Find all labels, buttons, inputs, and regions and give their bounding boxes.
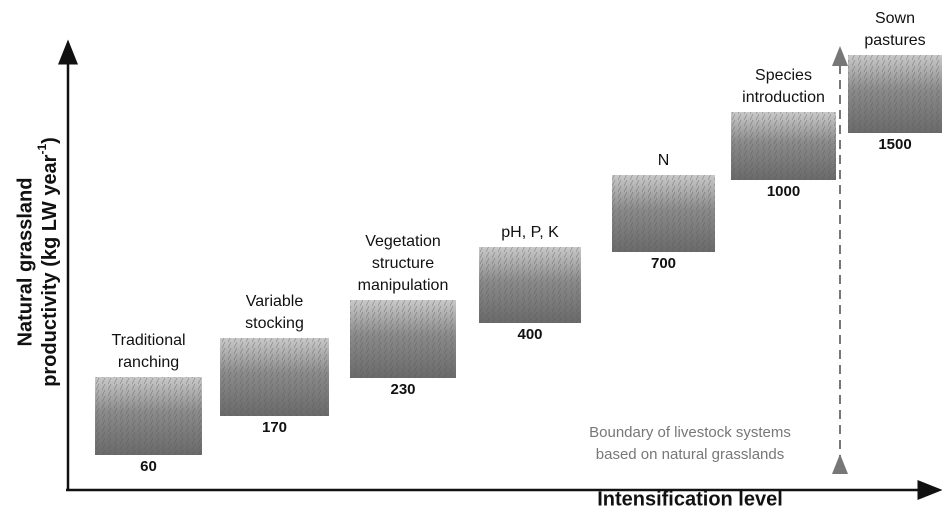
photo-texture — [220, 338, 329, 416]
stage-label: N — [658, 152, 670, 169]
photo-texture — [612, 175, 715, 252]
stage-label: stocking — [245, 315, 304, 332]
photo-texture — [95, 377, 202, 455]
stage-label: pH, P, K — [501, 224, 559, 241]
stage-value: 700 — [651, 255, 676, 272]
stage-value: 60 — [140, 458, 157, 475]
boundary-text: Boundary of livestock systems — [589, 424, 791, 441]
y-axis-title-sup: -1 — [35, 144, 49, 155]
y-axis-title-text: productivity (kg LW year — [39, 154, 61, 386]
photo-texture — [848, 55, 942, 133]
stage-label: ranching — [118, 354, 179, 371]
photo-texture — [350, 300, 456, 378]
stage-label: pastures — [864, 32, 925, 49]
stage-value: 170 — [262, 419, 287, 436]
stage-value: 1500 — [878, 136, 911, 153]
stage-label: introduction — [742, 89, 825, 106]
stage-label: Species — [755, 67, 812, 84]
stage-label: Vegetation — [365, 233, 441, 250]
y-axis-title-line: productivity (kg LW year-1) — [35, 137, 61, 387]
x-axis-title: Intensification level — [597, 488, 783, 510]
photo-texture — [731, 112, 836, 180]
diagram: Boundary of livestock systems based on n… — [0, 0, 942, 511]
y-axis-title-text: ) — [39, 137, 61, 144]
stage-label: Variable — [246, 293, 304, 310]
photo-texture — [479, 247, 581, 323]
y-axis-title: Natural grassland productivity (kg LW ye… — [14, 137, 61, 387]
y-axis-title-line: Natural grassland — [14, 178, 36, 347]
stage-value: 1000 — [767, 183, 800, 200]
stage-value: 400 — [517, 326, 542, 343]
stage-label: manipulation — [358, 277, 449, 294]
stage-label: Traditional — [111, 332, 185, 349]
stage-value: 230 — [390, 381, 415, 398]
stage-label: structure — [372, 255, 434, 272]
boundary-text: based on natural grasslands — [596, 446, 784, 463]
stage-label: Sown — [875, 10, 915, 27]
